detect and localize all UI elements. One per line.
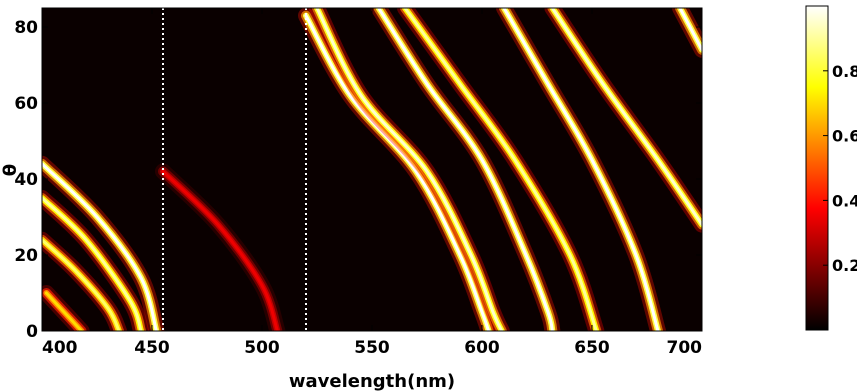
- intensity-bands: [42, 8, 702, 331]
- y-tick-label: 20: [14, 246, 38, 266]
- x-tick-label: 500: [244, 338, 280, 358]
- band-9: [397, 8, 605, 331]
- y-axis-label: θ: [0, 164, 21, 176]
- colorbar-tick-label: 0.6: [832, 127, 857, 146]
- colorbar-tick-label: 0.8: [832, 62, 857, 81]
- band-6: [298, 8, 497, 331]
- x-tick-label: 650: [574, 338, 610, 358]
- band-8: [370, 8, 561, 331]
- x-tick-label: 600: [464, 338, 500, 358]
- band-4: [42, 285, 90, 331]
- band-7: [309, 8, 510, 331]
- band-12: [672, 8, 702, 58]
- y-axis: 0 20 40 60 80: [14, 18, 702, 342]
- y-tick-label: 40: [14, 170, 38, 190]
- reference-lines: [162, 8, 307, 331]
- x-tick-label: 400: [42, 338, 78, 358]
- x-tick-label: 450: [134, 338, 170, 358]
- colorbar-tick-label: 0.4: [832, 191, 857, 210]
- band-1: [42, 155, 165, 331]
- band-3: [42, 231, 127, 331]
- y-tick-label: 80: [14, 18, 38, 38]
- x-axis-label: wavelength(nm): [289, 371, 455, 392]
- x-axis: 400 450 500 550 600 650 700: [41, 8, 703, 358]
- colorbar-tick-label: 0.2: [832, 256, 857, 275]
- x-tick-label: 550: [354, 338, 390, 358]
- y-tick-label: 0: [26, 322, 38, 342]
- y-tick-label: 60: [14, 94, 38, 114]
- colorbar-gradient: [806, 6, 828, 330]
- band-5: [155, 163, 286, 331]
- band-10: [496, 8, 666, 331]
- colorbar: 0.2 0.4 0.6 0.8: [805, 5, 857, 331]
- x-tick-label: 700: [667, 338, 703, 358]
- band-11: [544, 8, 702, 233]
- band-2: [42, 190, 149, 331]
- colorbar-frame: [805, 5, 829, 331]
